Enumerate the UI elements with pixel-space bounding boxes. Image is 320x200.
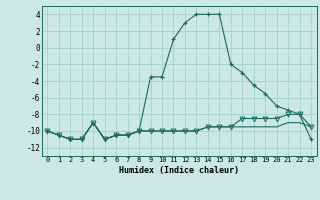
X-axis label: Humidex (Indice chaleur): Humidex (Indice chaleur)	[119, 166, 239, 175]
